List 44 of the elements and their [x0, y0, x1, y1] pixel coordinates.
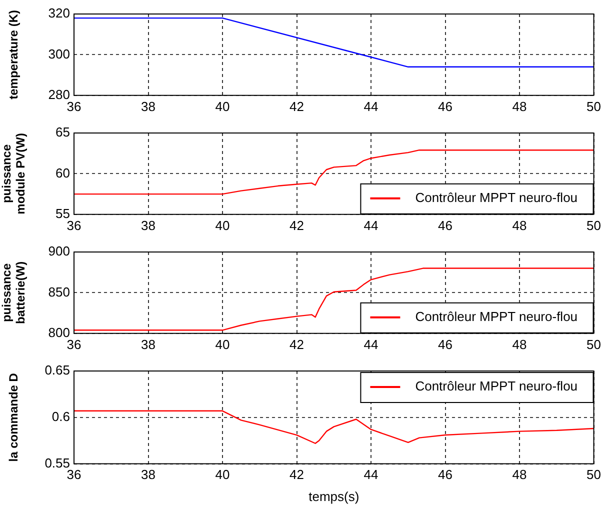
- y-axis-title: puissance module PV(W): [0, 133, 28, 214]
- y-tick-label: 300: [48, 46, 70, 62]
- y-tick-label: 0.65: [44, 362, 70, 378]
- x-tick-label: 40: [215, 336, 230, 352]
- x-tick-label: 48: [512, 218, 527, 233]
- x-tick-label: 40: [215, 218, 230, 233]
- x-tick-label: 42: [290, 467, 304, 482]
- x-tick-label: 38: [141, 98, 156, 114]
- x-tick-label: 50: [586, 336, 602, 352]
- x-tick-label: 40: [215, 98, 230, 114]
- x-tick-label: 44: [364, 467, 378, 482]
- x-tick-label: 40: [215, 467, 230, 482]
- y-tick-label: 850: [48, 284, 70, 300]
- legend-label: Contrôleur MPPT neuro-flou: [415, 308, 578, 324]
- x-tick-label: 44: [364, 336, 378, 352]
- x-tick-label: 42: [290, 98, 304, 114]
- x-tick-label: 48: [512, 336, 527, 352]
- y-tick-label: 900: [48, 244, 70, 259]
- x-axis-title: temps(s): [308, 488, 360, 504]
- x-tick-label: 46: [438, 336, 452, 352]
- legend-label: Contrôleur MPPT neuro-flou: [415, 190, 578, 205]
- y-tick-label: 65: [56, 124, 70, 140]
- y-axis-title: la commande D: [6, 372, 20, 462]
- x-tick-label: 48: [512, 467, 527, 482]
- y-tick-label: 320: [48, 6, 70, 21]
- x-tick-label: 50: [586, 98, 602, 114]
- x-tick-label: 38: [141, 218, 156, 233]
- y-axis-title: puissance batterie(W): [0, 261, 28, 324]
- x-tick-label: 38: [141, 467, 156, 482]
- y-tick-label: 60: [56, 165, 70, 180]
- x-tick-label: 46: [438, 98, 452, 114]
- x-tick-label: 50: [586, 467, 602, 482]
- x-tick-label: 38: [141, 336, 156, 352]
- x-tick-label: 44: [364, 98, 378, 114]
- x-tick-label: 46: [438, 467, 452, 482]
- x-tick-label: 42: [290, 218, 304, 233]
- y-tick-label: 0.6: [52, 408, 70, 424]
- x-tick-label: 50: [586, 218, 602, 233]
- legend-label: Contrôleur MPPT neuro-flou: [415, 378, 578, 394]
- x-tick-label: 44: [364, 218, 378, 233]
- y-axis-title: temperature (K): [6, 10, 20, 100]
- x-tick-label: 42: [290, 336, 304, 352]
- x-tick-label: 46: [438, 218, 452, 233]
- x-tick-label: 48: [512, 98, 527, 114]
